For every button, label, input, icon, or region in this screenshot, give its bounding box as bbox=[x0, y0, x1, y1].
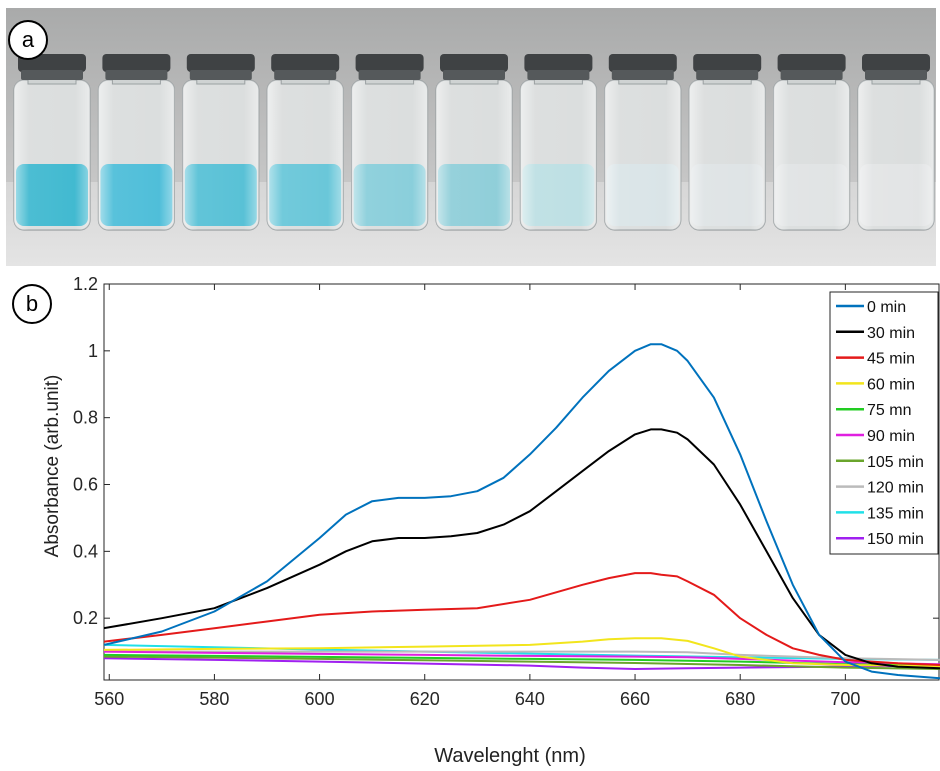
x-tick-label: 700 bbox=[830, 689, 860, 709]
legend-label: 60 min bbox=[867, 376, 915, 393]
vial-cap bbox=[609, 54, 677, 72]
vial bbox=[14, 54, 90, 230]
legend-label: 90 min bbox=[867, 428, 915, 445]
vial bbox=[858, 54, 934, 230]
series-line bbox=[104, 344, 940, 678]
vial-cap bbox=[102, 54, 170, 72]
vial bbox=[689, 54, 765, 230]
panel-label-a: a bbox=[8, 20, 48, 60]
x-tick-label: 600 bbox=[305, 689, 335, 709]
vial bbox=[520, 54, 596, 230]
y-tick-label: 0.6 bbox=[73, 475, 98, 495]
absorbance-chart-panel: Absorbance (arb.unit) Wavelenght (nm) 56… bbox=[0, 270, 940, 766]
y-tick-label: 1 bbox=[88, 341, 98, 361]
absorbance-chart: Absorbance (arb.unit) Wavelenght (nm) 56… bbox=[0, 270, 940, 766]
vial-cap bbox=[271, 54, 339, 72]
legend-label: 30 min bbox=[867, 325, 915, 342]
vial bbox=[352, 54, 428, 230]
legend-label: 135 min bbox=[867, 505, 924, 522]
x-tick-label: 680 bbox=[725, 689, 755, 709]
vials-photo bbox=[0, 0, 940, 268]
vials-photo-panel: a bbox=[0, 0, 940, 268]
legend-label: 105 min bbox=[867, 454, 924, 471]
y-tick-label: 0.4 bbox=[73, 541, 98, 561]
vial-cap bbox=[778, 54, 846, 72]
legend-label: 120 min bbox=[867, 480, 924, 497]
vial bbox=[605, 54, 681, 230]
vial-cap bbox=[440, 54, 508, 72]
vial bbox=[98, 54, 174, 230]
series-line bbox=[104, 429, 940, 668]
legend-label: 45 min bbox=[867, 351, 915, 368]
vial-cap bbox=[693, 54, 761, 72]
x-tick-label: 660 bbox=[620, 689, 650, 709]
y-tick-label: 0.8 bbox=[73, 408, 98, 428]
y-tick-label: 0.2 bbox=[73, 608, 98, 628]
vial bbox=[183, 54, 259, 230]
legend-label: 150 min bbox=[867, 531, 924, 548]
panel-label-b: b bbox=[12, 284, 52, 324]
vial bbox=[267, 54, 343, 230]
vial bbox=[436, 54, 512, 230]
x-axis-label: Wavelenght (nm) bbox=[434, 745, 586, 766]
x-tick-label: 620 bbox=[410, 689, 440, 709]
x-tick-label: 580 bbox=[199, 689, 229, 709]
x-tick-label: 560 bbox=[94, 689, 124, 709]
x-tick-label: 640 bbox=[515, 689, 545, 709]
vial-cap bbox=[356, 54, 424, 72]
vial-cap bbox=[524, 54, 592, 72]
plot-frame bbox=[104, 284, 939, 680]
vial bbox=[774, 54, 850, 230]
legend-label: 0 min bbox=[867, 299, 906, 316]
legend-label: 75 mn bbox=[867, 402, 911, 419]
vial-cap bbox=[862, 54, 930, 72]
y-tick-label: 1.2 bbox=[73, 274, 98, 294]
y-axis-label: Absorbance (arb.unit) bbox=[42, 375, 63, 558]
vial-cap bbox=[187, 54, 255, 72]
